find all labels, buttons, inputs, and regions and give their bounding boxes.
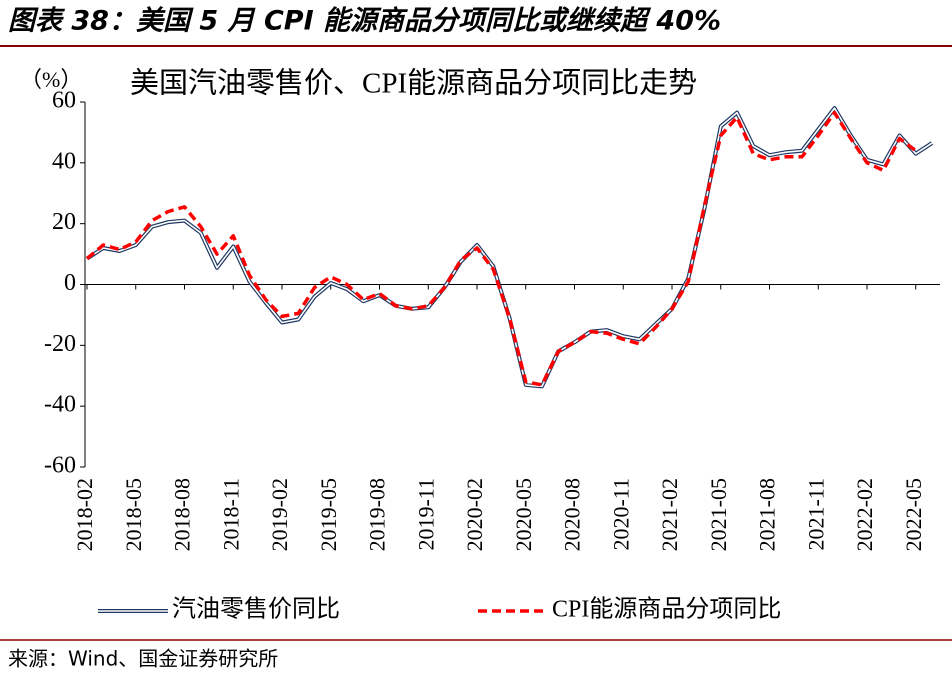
x-tick-label: 2021-08 [755,478,780,551]
legend-label: CPI能源商品分项同比 [552,596,781,623]
x-tick-label: 2019-02 [267,478,292,551]
y-axis-label: （%） [20,67,82,92]
x-tick-label: 2020-05 [511,478,536,551]
chart-title: 美国汽油零售价、CPI能源商品分项同比走势 [130,67,697,100]
x-tick-label: 2019-08 [365,478,390,551]
x-tick-label: 2019-11 [413,478,438,551]
x-tick-label: 2022-05 [901,478,926,551]
y-tick-label: 0 [64,270,76,296]
x-tick-label: 2020-02 [462,478,487,551]
y-tick-label: -60 [44,453,76,479]
legend-label: 汽油零售价同比 [172,596,340,623]
x-tick-label: 2018-05 [121,478,146,551]
x-tick-label: 2018-02 [72,478,97,551]
x-tick-label: 2018-11 [218,478,243,551]
source: 来源：Wind、国金证券研究所 [8,647,278,671]
x-tick-label: 2018-08 [170,478,195,551]
y-tick-label: -40 [44,392,76,418]
x-tick-label: 2020-08 [560,478,585,551]
series-line [85,110,917,387]
y-tick-label: 20 [52,209,76,235]
x-tick-label: 2020-11 [608,478,633,551]
y-tick-label: -20 [44,331,76,357]
x-tick-label: 2019-05 [316,478,341,551]
x-tick-label: 2021-02 [657,478,682,551]
series-line-inner [86,107,933,388]
x-tick-label: 2021-11 [803,478,828,551]
y-tick-label: 40 [52,148,76,174]
figure-title: 图表 38：美国 5 月 CPI 能源商品分项同比或继续超 40% [8,6,721,37]
x-tick-label: 2021-05 [706,478,731,551]
y-tick-label: 60 [52,88,76,114]
x-tick-label: 2022-02 [852,478,877,551]
